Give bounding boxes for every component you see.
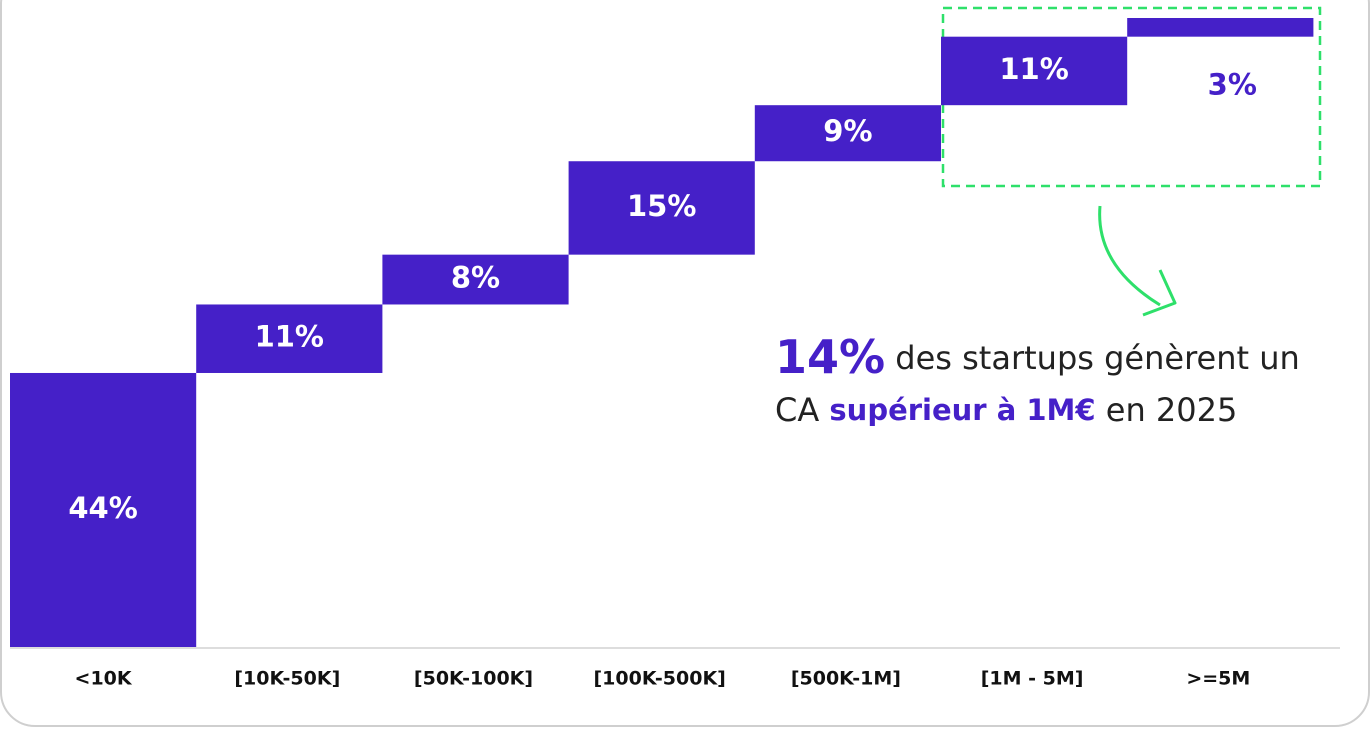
arrow <box>1098 205 1161 307</box>
x-tick-label: [10K-50K] <box>234 668 340 690</box>
value-label: 9% <box>823 114 872 148</box>
value-label: 15% <box>627 189 696 223</box>
value-label: 11% <box>999 52 1068 86</box>
value-label: 3% <box>1208 68 1257 102</box>
annotation: CA supérieur à 1M€ en 2025 <box>775 391 1237 429</box>
annotation-text: CA <box>775 391 819 429</box>
bar <box>196 304 383 373</box>
x-tick-label: <10K <box>75 668 133 690</box>
bar <box>10 372 197 647</box>
bar <box>382 254 569 305</box>
annotation-emphasis: supérieur à 1M€ <box>829 393 1095 427</box>
x-tick-label: [50K-100K] <box>414 668 533 690</box>
annotation-highlight: 14% <box>775 330 885 384</box>
annotation: 14% des startups génèrent un <box>775 330 1300 384</box>
value-label: 11% <box>255 320 324 354</box>
value-label: 44% <box>68 491 137 525</box>
bar <box>754 105 941 162</box>
bar <box>568 161 755 255</box>
x-tick-label: [500K-1M] <box>791 668 901 690</box>
annotation-text: des startups génèrent un <box>895 339 1299 377</box>
bar <box>1127 18 1314 37</box>
value-label: 8% <box>451 261 500 295</box>
x-tick-label: [1M - 5M] <box>981 668 1084 690</box>
x-tick-label: >=5M <box>1186 668 1250 690</box>
annotation-text: en 2025 <box>1106 391 1238 429</box>
bar <box>941 36 1128 106</box>
arrow-head <box>1142 269 1177 317</box>
x-tick-label: [100K-500K] <box>594 668 726 690</box>
